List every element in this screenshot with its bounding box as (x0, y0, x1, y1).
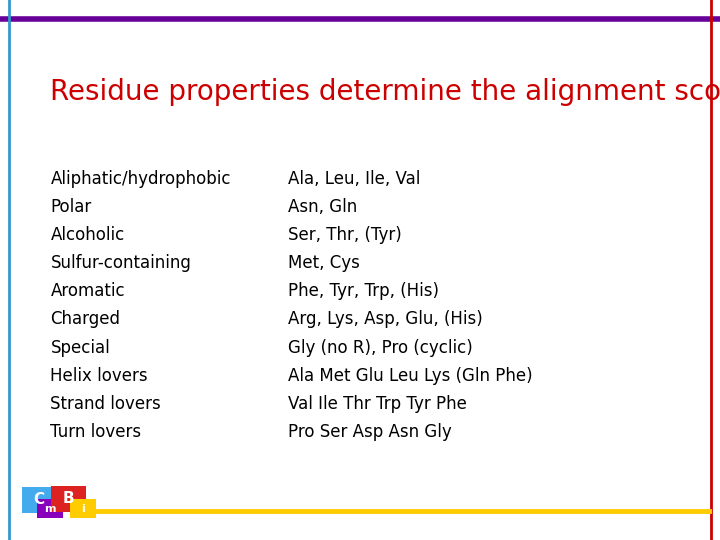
Text: Strand lovers: Strand lovers (50, 395, 161, 413)
Text: Ser, Thr, (Tyr): Ser, Thr, (Tyr) (288, 226, 402, 244)
Text: Met, Cys: Met, Cys (288, 254, 360, 272)
Text: m: m (45, 504, 56, 514)
Text: Polar: Polar (50, 198, 91, 216)
Text: Val Ile Thr Trp Tyr Phe: Val Ile Thr Trp Tyr Phe (288, 395, 467, 413)
Text: Phe, Tyr, Trp, (His): Phe, Tyr, Trp, (His) (288, 282, 439, 300)
Text: C: C (33, 492, 45, 507)
Text: Ala Met Glu Leu Lys (Gln Phe): Ala Met Glu Leu Lys (Gln Phe) (288, 367, 533, 384)
Text: Asn, Gln: Asn, Gln (288, 198, 357, 216)
Text: Aromatic: Aromatic (50, 282, 125, 300)
Text: Pro Ser Asp Asn Gly: Pro Ser Asp Asn Gly (288, 423, 451, 441)
Bar (22, 487, 56, 512)
Text: Residue properties determine the alignment scores: Residue properties determine the alignme… (50, 78, 720, 106)
Text: Gly (no R), Pro (cyclic): Gly (no R), Pro (cyclic) (288, 339, 473, 356)
Text: Turn lovers: Turn lovers (50, 423, 142, 441)
Text: Arg, Lys, Asp, Glu, (His): Arg, Lys, Asp, Glu, (His) (288, 310, 482, 328)
Text: Special: Special (50, 339, 110, 356)
Bar (70, 499, 96, 518)
Text: i: i (81, 504, 85, 514)
Text: Aliphatic/hydrophobic: Aliphatic/hydrophobic (50, 170, 231, 188)
Bar (51, 485, 86, 511)
Text: Ala, Leu, Ile, Val: Ala, Leu, Ile, Val (288, 170, 420, 188)
Text: Alcoholic: Alcoholic (50, 226, 125, 244)
Text: B: B (63, 491, 74, 506)
Bar (37, 499, 63, 518)
Text: Helix lovers: Helix lovers (50, 367, 148, 384)
Text: Sulfur-containing: Sulfur-containing (50, 254, 192, 272)
Text: Charged: Charged (50, 310, 120, 328)
